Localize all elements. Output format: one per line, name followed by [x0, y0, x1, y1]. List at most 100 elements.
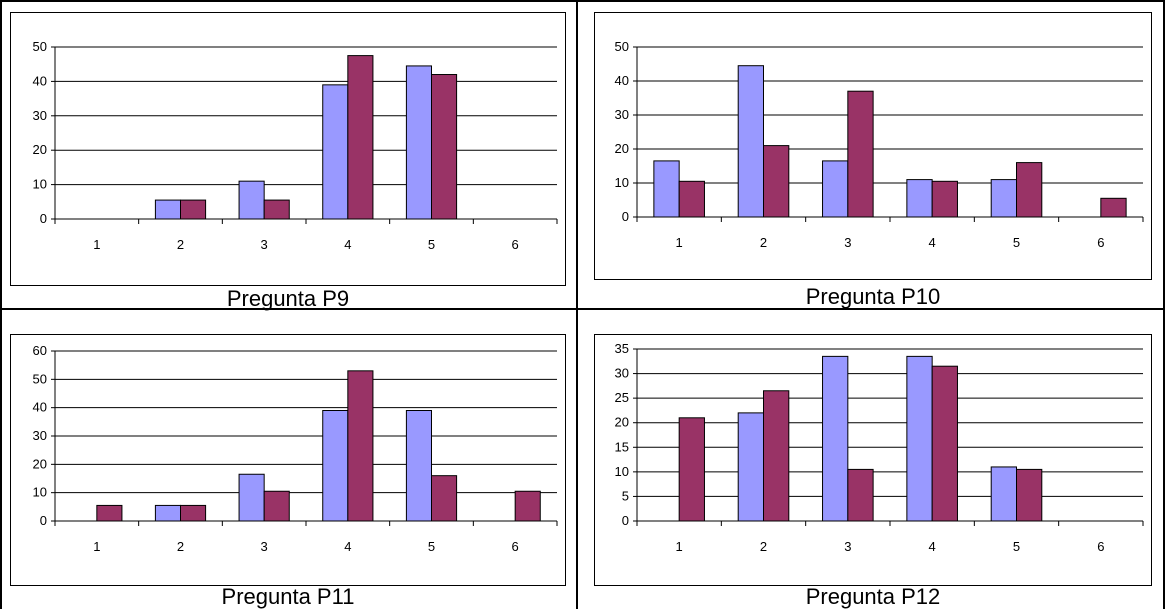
y-tick-label: 30	[615, 107, 629, 122]
y-tick-label: 30	[615, 366, 629, 381]
x-tick-label: 6	[512, 237, 519, 252]
bar-series-2-cat-5	[1016, 162, 1043, 218]
frame-middle-vertical	[576, 0, 578, 609]
x-tick-label: 5	[428, 539, 435, 554]
bar-series-2-cat-2	[763, 390, 790, 522]
x-tick-label: 1	[676, 539, 683, 554]
bar-series-2-cat-6	[514, 490, 541, 522]
x-tick-label: 2	[177, 237, 184, 252]
y-tick-label: 5	[622, 488, 629, 503]
y-tick-label: 50	[33, 371, 47, 386]
caption-p10: Pregunta P10	[805, 284, 941, 309]
bar-series-2-cat-3	[847, 468, 874, 522]
frame-middle-horizontal	[0, 308, 1165, 310]
y-tick-label: 20	[33, 456, 47, 471]
chart-p12-svg: 0 5 10 15 20 25 30 35 1 2 3 4 5 6	[615, 341, 1144, 554]
x-tick-label: 5	[428, 237, 435, 252]
bar-series-1-cat-3	[238, 473, 265, 522]
y-tick-label: 35	[615, 341, 629, 356]
frame-left	[0, 0, 2, 609]
chart-p11-svg: 0 10 20 30 40 50 60 1 2 3 4 5 6	[33, 343, 558, 554]
y-tick-label: 0	[40, 513, 47, 528]
y-tick-label: 10	[33, 177, 47, 192]
caption-p11: Pregunta P11	[221, 584, 355, 609]
chart-p9-svg: 0 10 20 30 40 50 1 2 3 4 5 6	[33, 39, 558, 252]
bar-series-2-cat-2	[180, 504, 207, 522]
bar-series-2-cat-2	[180, 199, 207, 220]
y-tick-label: 25	[615, 390, 629, 405]
chart-p10: 0 10 20 30 40 50 1 2 3 4 5 6	[594, 12, 1152, 280]
bar-series-1-cat-2	[154, 504, 181, 522]
bar-series-2-cat-2	[763, 145, 790, 218]
x-tick-label: 4	[929, 539, 936, 554]
x-tick-label: 1	[93, 237, 100, 252]
bar-series-2-cat-4	[931, 180, 958, 218]
x-tick-label: 1	[676, 235, 683, 250]
bar-series-1-cat-4	[906, 355, 933, 522]
bar-series-1-cat-3	[238, 180, 265, 220]
y-tick-label: 15	[615, 439, 629, 454]
bar-series-1-cat-2	[737, 412, 764, 522]
x-tick-label: 3	[261, 237, 268, 252]
bar-series-1-cat-3	[822, 355, 849, 522]
x-tick-label: 3	[261, 539, 268, 554]
chart-p9: 0 10 20 30 40 50 1 2 3 4 5 6	[10, 12, 566, 286]
bar-series-1-cat-1	[653, 160, 680, 218]
bar-series-1-cat-5	[405, 65, 432, 220]
x-tick-label: 5	[1013, 235, 1020, 250]
y-tick-label: 30	[33, 108, 47, 123]
frame-top	[0, 0, 1165, 2]
x-tick-label: 6	[512, 539, 519, 554]
frame-right	[1163, 0, 1165, 609]
x-tick-label: 4	[344, 539, 351, 554]
y-tick-label: 50	[615, 39, 629, 54]
x-tick-label: 2	[177, 539, 184, 554]
y-tick-label: 40	[33, 400, 47, 415]
caption-p9: Pregunta P9	[226, 286, 350, 311]
y-tick-label: 0	[622, 209, 629, 224]
bar-series-2-cat-5	[431, 475, 458, 522]
x-tick-label: 3	[844, 235, 851, 250]
bar-series-2-cat-5	[431, 74, 458, 220]
x-tick-label: 2	[760, 539, 767, 554]
chart-p12: 0 5 10 15 20 25 30 35 1 2 3 4 5 6	[594, 334, 1152, 586]
y-tick-label: 20	[615, 141, 629, 156]
bar-series-1-cat-3	[822, 160, 849, 218]
chart-p10-svg: 0 10 20 30 40 50 1 2 3 4 5 6	[615, 39, 1144, 250]
x-tick-label: 3	[844, 539, 851, 554]
bar-series-2-cat-3	[263, 199, 290, 220]
bar-series-1-cat-2	[154, 199, 181, 220]
caption-p12: Pregunta P12	[805, 584, 941, 609]
bar-series-2-cat-4	[931, 365, 958, 522]
y-tick-label: 30	[33, 428, 47, 443]
bar-series-2-cat-3	[847, 90, 874, 218]
y-tick-label: 10	[615, 464, 629, 479]
x-tick-label: 4	[929, 235, 936, 250]
x-tick-label: 4	[344, 237, 351, 252]
y-tick-label: 0	[40, 211, 47, 226]
chart-p11: 0 10 20 30 40 50 60 1 2 3 4 5 6	[10, 334, 566, 586]
bar-series-1-cat-4	[906, 179, 933, 218]
x-tick-label: 5	[1013, 539, 1020, 554]
y-tick-label: 10	[33, 485, 47, 500]
bar-series-2-cat-1	[96, 504, 123, 522]
bar-series-2-cat-3	[263, 490, 290, 522]
bar-series-2-cat-5	[1016, 468, 1043, 522]
y-tick-label: 40	[33, 73, 47, 88]
x-tick-label: 6	[1097, 539, 1104, 554]
bar-series-1-cat-2	[737, 65, 764, 218]
bar-series-2-cat-4	[347, 55, 374, 220]
y-tick-label: 40	[615, 73, 629, 88]
bar-series-1-cat-5	[405, 410, 432, 522]
y-tick-label: 10	[615, 175, 629, 190]
bar-series-2-cat-1	[678, 180, 705, 218]
bar-series-1-cat-5	[990, 179, 1018, 218]
bar-series-1-cat-4	[322, 410, 349, 522]
y-tick-label: 0	[622, 513, 629, 528]
x-tick-label: 2	[760, 235, 767, 250]
y-tick-label: 60	[33, 343, 47, 358]
bar-series-2-cat-1	[678, 417, 705, 522]
y-tick-label: 50	[33, 39, 47, 54]
bar-series-1-cat-5	[990, 466, 1018, 522]
